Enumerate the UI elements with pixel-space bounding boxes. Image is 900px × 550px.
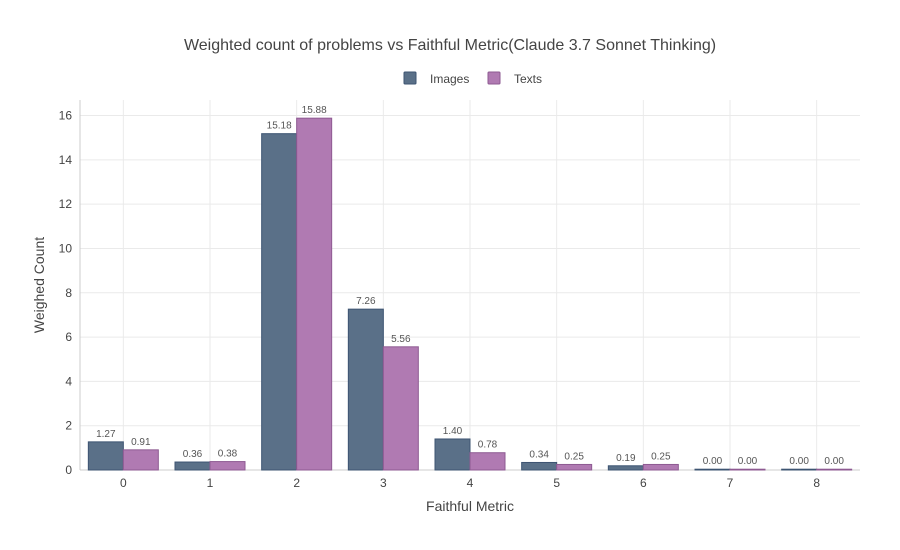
bar-images-0	[87, 441, 124, 471]
bar-texts-6	[642, 463, 679, 471]
bar-images-7	[694, 468, 731, 471]
data-label-texts-0: 0.91	[131, 437, 151, 448]
x-axis-title: Faithful Metric	[426, 498, 514, 514]
data-label-images-1: 0.36	[183, 449, 203, 460]
bar-texts-7	[729, 468, 766, 471]
data-label-texts-5: 0.25	[564, 451, 584, 462]
x-tick-label-2: 2	[293, 476, 300, 490]
data-label-images-7: 0.00	[703, 456, 723, 467]
x-tick-label-4: 4	[467, 476, 474, 490]
y-tick-label-10: 10	[59, 241, 73, 255]
data-label-images-4: 1.40	[443, 426, 463, 437]
x-tick-label-1: 1	[207, 476, 214, 490]
y-tick-label-0: 0	[65, 463, 72, 477]
x-tick-label-7: 7	[727, 476, 734, 490]
bar-texts-3	[382, 346, 419, 471]
bar-texts-5	[556, 463, 593, 471]
data-label-texts-4: 0.78	[478, 440, 498, 451]
bar-images-2	[261, 133, 298, 471]
legend-label-texts[interactable]: Texts	[514, 72, 542, 86]
data-label-texts-1: 0.38	[218, 449, 238, 460]
data-label-images-3: 7.26	[356, 296, 376, 307]
data-labels: 1.27 0.36 15.18 7.26 1.40 0.34 0.19 0.00 0.00 0.9…	[96, 105, 844, 467]
y-axis-title: Weighed Count	[31, 237, 47, 333]
bar-texts-4	[469, 452, 506, 471]
legend-swatch-texts[interactable]	[487, 71, 501, 85]
bar-texts-0	[122, 449, 159, 471]
y-tick-label-6: 6	[65, 330, 72, 344]
x-tick-label-6: 6	[640, 476, 647, 490]
bar-texts-1	[209, 461, 246, 471]
data-label-images-2: 15.18	[267, 121, 292, 132]
y-tick-label-12: 12	[59, 197, 73, 211]
y-tick-label-16: 16	[59, 109, 73, 123]
x-tick-label-8: 8	[813, 476, 820, 490]
y-tick-label-4: 4	[65, 374, 72, 388]
x-tick-label-3: 3	[380, 476, 387, 490]
legend-item-texts[interactable]: Texts	[487, 71, 542, 86]
data-label-images-0: 1.27	[96, 429, 116, 440]
data-label-texts-6: 0.25	[651, 451, 671, 462]
legend-item-images[interactable]: Images	[403, 71, 469, 86]
bar-images-6	[607, 465, 644, 471]
legend-swatch-images[interactable]	[403, 71, 417, 85]
bar-images-8	[781, 468, 818, 471]
bar-images-1	[174, 461, 211, 471]
data-label-images-8: 0.00	[789, 456, 809, 467]
bar-images-3	[347, 308, 384, 471]
bar-images-5	[521, 461, 558, 471]
data-label-texts-2: 15.88	[302, 105, 327, 116]
legend[interactable]: Images Texts	[403, 71, 542, 86]
bar-texts-8	[816, 468, 853, 471]
bar-images-4	[434, 438, 471, 471]
chart-title: Weighted count of problems vs Faithful M…	[184, 37, 716, 54]
data-label-images-5: 0.34	[529, 449, 549, 460]
y-tick-label-14: 14	[59, 153, 73, 167]
data-label-texts-3: 5.56	[391, 334, 411, 345]
x-tick-label-5: 5	[553, 476, 560, 490]
bars	[87, 117, 853, 471]
legend-label-images[interactable]: Images	[430, 72, 469, 86]
grid	[80, 100, 860, 470]
bar-texts-2	[296, 117, 333, 471]
y-tick-label-2: 2	[65, 419, 72, 433]
x-tick-label-0: 0	[120, 476, 127, 490]
data-label-texts-8: 0.00	[824, 456, 844, 467]
data-label-images-6: 0.19	[616, 453, 636, 464]
y-tick-label-8: 8	[65, 286, 72, 300]
data-label-texts-7: 0.00	[738, 456, 758, 467]
